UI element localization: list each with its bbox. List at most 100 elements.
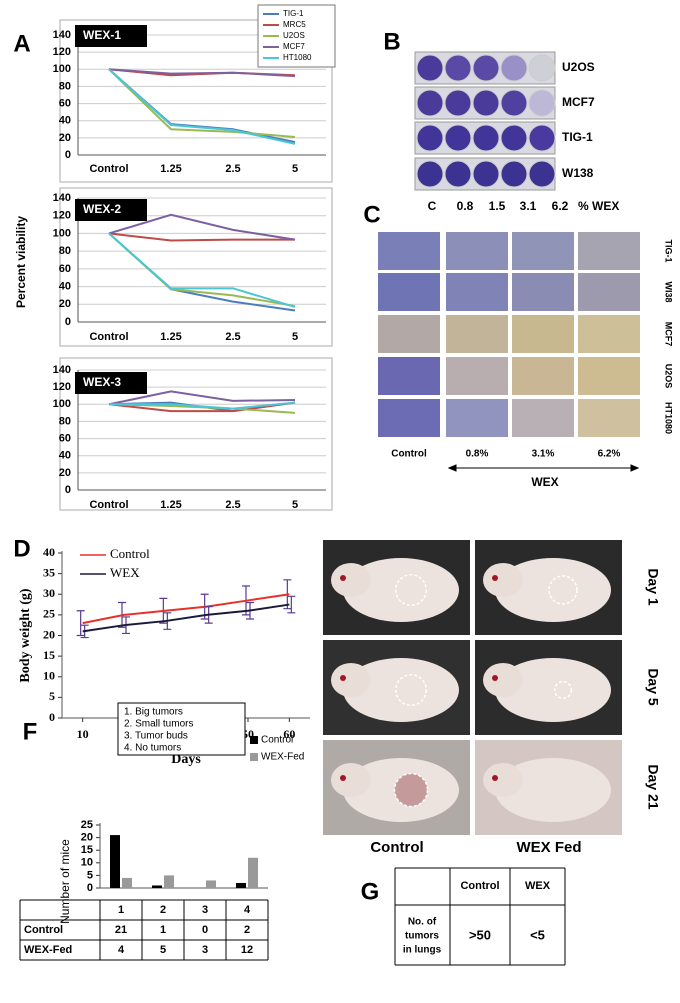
table-cell: 0: [202, 924, 208, 936]
panel-label: B: [383, 28, 400, 55]
micrograph: [512, 357, 574, 395]
micrograph: [578, 399, 640, 437]
y-tick-label: 15: [81, 844, 93, 856]
y-tick-label: 0: [65, 316, 71, 328]
table-cell: 2: [244, 924, 250, 936]
row-label: MCF7: [664, 322, 674, 347]
well: [416, 124, 444, 152]
y-tick-label: 35: [43, 565, 55, 579]
legend-label: Control: [261, 735, 293, 746]
mouse-head: [331, 763, 371, 797]
title-box: [75, 199, 147, 221]
table-header: 4: [244, 904, 251, 916]
legend-box: [257, 4, 336, 68]
row-label: Day 21: [645, 764, 661, 809]
micrograph: [512, 315, 574, 353]
y-tick-label: 120: [53, 381, 71, 393]
table-cell: 21: [115, 924, 127, 936]
micrograph: [446, 357, 508, 395]
row-label: HT1080: [664, 402, 674, 434]
micrograph: [578, 315, 640, 353]
table-row-label: in lungs: [403, 945, 442, 956]
micrograph: [378, 232, 440, 270]
chart-frame: [59, 187, 333, 347]
column-label: 3.1%: [532, 449, 555, 460]
tumor-outline: [548, 575, 578, 605]
x-tick-label: Control: [89, 163, 128, 175]
micrograph: [512, 232, 574, 270]
x-tick-label: 5: [292, 163, 298, 175]
mouse-head: [331, 663, 371, 697]
micrograph: [446, 315, 508, 353]
axis-label: WEX: [531, 475, 558, 489]
mouse: [343, 558, 459, 622]
y-tick-label: 20: [59, 467, 71, 479]
tumor-outline: [553, 680, 573, 700]
micrograph: [512, 273, 574, 311]
y-tick-label: 140: [53, 364, 71, 376]
mouse-eye: [340, 675, 346, 681]
x-tick-label: 5: [292, 331, 298, 343]
y-tick-label: 20: [59, 298, 71, 310]
well: [500, 89, 528, 117]
mouse: [343, 658, 459, 722]
micrograph: [446, 273, 508, 311]
column-label: 1.5: [489, 199, 506, 213]
y-tick-label: 20: [81, 832, 93, 844]
annotation: 4. No tumors: [124, 743, 181, 754]
well: [416, 54, 444, 82]
table-cell: 4: [118, 944, 125, 956]
y-tick-label: 80: [59, 415, 71, 427]
legend-label: HT1080: [283, 53, 312, 62]
y-axis-label: Percent viability: [14, 216, 28, 308]
micrograph: [446, 399, 508, 437]
mouse-head: [483, 663, 523, 697]
y-tick-label: 0: [65, 149, 71, 161]
table-header: Control: [460, 880, 499, 892]
x-tick-label: 1.25: [160, 499, 181, 511]
legend-label: U2OS: [283, 31, 305, 40]
y-tick-label: 0: [87, 882, 93, 894]
y-tick-label: 80: [59, 80, 71, 92]
y-tick-label: 15: [43, 648, 55, 662]
y-tick-label: 40: [43, 545, 55, 559]
x-tick-label: 2.5: [225, 331, 240, 343]
panel-label: G: [361, 878, 380, 905]
y-tick-label: 100: [53, 398, 71, 410]
y-tick-label: 60: [59, 263, 71, 275]
y-axis-label: Body weight (g): [18, 588, 33, 682]
well: [472, 124, 500, 152]
column-label: C: [428, 199, 437, 213]
chart-frame: [59, 357, 333, 511]
line-series: [108, 213, 296, 241]
well: [528, 124, 556, 152]
mouse-head: [483, 563, 523, 597]
row-label: W138: [562, 166, 594, 180]
legend-label: MRC5: [283, 20, 306, 29]
table-header: 1: [118, 904, 124, 916]
mouse-eye: [340, 575, 346, 581]
error-bar: [76, 610, 85, 637]
line-series: [108, 232, 295, 242]
panel-label: D: [13, 535, 30, 562]
chart-title: WEX-3: [83, 375, 121, 389]
line-series: [108, 232, 296, 308]
y-tick-label: 100: [53, 227, 71, 239]
well: [528, 54, 556, 82]
line-series: [108, 68, 296, 138]
line-series: [82, 603, 290, 633]
legend-label: Control: [110, 546, 150, 561]
y-tick-label: 25: [43, 607, 55, 621]
annotation: 2. Small tumors: [124, 719, 193, 730]
annotation: 3. Tumor buds: [124, 731, 188, 742]
well: [500, 54, 528, 82]
chart-title: WEX-2: [83, 202, 121, 216]
well: [444, 54, 472, 82]
y-tick-label: 140: [53, 29, 71, 41]
line-series: [108, 401, 296, 413]
line-series: [108, 68, 296, 78]
micrograph: [378, 357, 440, 395]
row-label: TIG-1: [664, 239, 674, 262]
x-tick-label: 5: [292, 499, 298, 511]
